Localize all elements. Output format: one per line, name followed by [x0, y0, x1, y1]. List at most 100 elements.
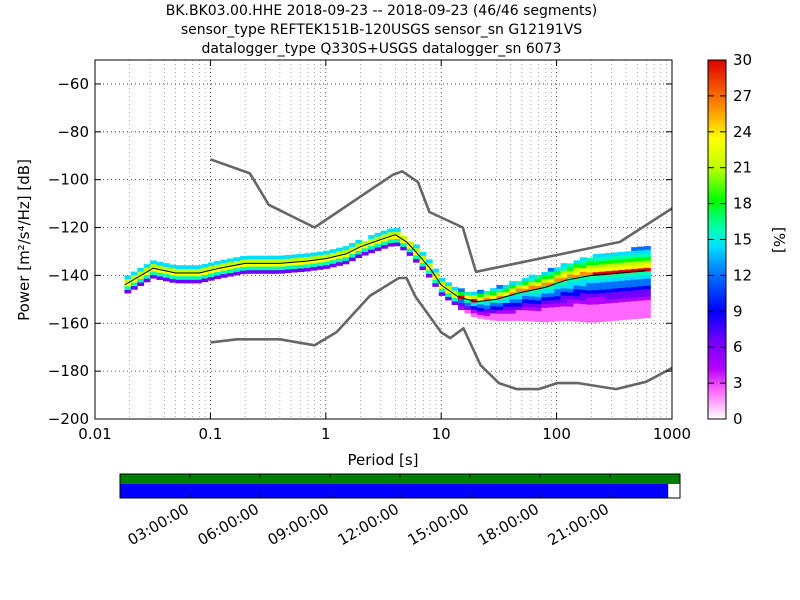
psd-cell: [406, 241, 414, 246]
psd-cell: [528, 306, 536, 311]
psd-cell: [547, 289, 555, 294]
psd-cell: [246, 255, 254, 260]
psd-cell: [643, 307, 651, 311]
psd-cell: [522, 288, 529, 293]
psd-cell: [291, 265, 299, 269]
psd-cell: [201, 274, 209, 279]
psd-cell: [586, 304, 594, 309]
psd-cell: [592, 275, 600, 280]
psd-cell: [573, 317, 581, 322]
psd-cell: [631, 272, 638, 277]
psd-cell: [624, 290, 632, 295]
psd-cell: [631, 304, 638, 309]
psd-cell: [470, 302, 478, 307]
psd-cell: [445, 285, 452, 290]
psd-cell: [605, 292, 613, 297]
psd-cell: [271, 255, 279, 260]
psd-cell: [599, 271, 606, 276]
psd-cell: [220, 273, 228, 278]
psd-cell: [368, 249, 376, 254]
psd-cell: [618, 294, 626, 299]
psd-cell: [592, 272, 600, 276]
psd-cell: [509, 306, 517, 311]
psd-cell: [175, 265, 183, 270]
psd-cell: [483, 290, 491, 295]
psd-cell: [419, 266, 427, 271]
psd-cell: [246, 262, 254, 267]
psd-cell: [438, 277, 446, 282]
psd-cell: [599, 278, 606, 283]
psd-cell: [496, 292, 504, 296]
psd-cell: [599, 260, 606, 265]
psd-cell: [560, 313, 568, 318]
psd-cell: [534, 282, 542, 286]
psd-cell: [560, 288, 568, 293]
psd-cell: [316, 251, 324, 256]
psd-cell: [611, 259, 619, 264]
psd-cell: [592, 286, 600, 291]
psd-cell: [573, 278, 581, 283]
psd-cell: [483, 301, 491, 306]
timeline-label: 12:00:00: [335, 500, 402, 549]
colorbar-tick-label: 15: [733, 231, 752, 249]
psd-cell: [188, 272, 196, 277]
psd-cell: [522, 295, 529, 300]
psd-cell: [522, 299, 529, 304]
psd-cell: [393, 228, 401, 232]
psd-cell: [509, 281, 517, 286]
psd-cell: [278, 266, 286, 271]
psd-cell: [541, 289, 549, 294]
psd-cell: [567, 281, 574, 286]
psd-cell: [592, 297, 600, 301]
psd-cell: [541, 304, 549, 308]
psd-cell: [605, 317, 613, 322]
psd-cell: [233, 257, 241, 262]
psd-cell: [490, 313, 497, 318]
psd-cell: [534, 310, 542, 315]
psd-cell: [490, 295, 497, 300]
psd-cell: [413, 251, 420, 256]
psd-cell: [547, 314, 555, 319]
psd-cell: [515, 284, 523, 289]
psd-cell: [631, 279, 638, 284]
psd-cell: [522, 306, 529, 311]
psd-cell: [464, 298, 472, 303]
psd-cell: [611, 291, 619, 296]
psd-cell: [348, 243, 356, 247]
psd-cell: [483, 305, 491, 309]
psd-cell: [560, 263, 568, 267]
psd-cell: [631, 254, 638, 259]
psd-cell: [214, 275, 222, 280]
psd-cell: [624, 254, 632, 259]
psd-cell: [143, 264, 151, 268]
psd-cell: [304, 264, 311, 268]
psd-cell: [592, 279, 600, 283]
psd-cell: [611, 263, 619, 267]
timeline-label: 06:00:00: [195, 500, 262, 549]
psd-cell: [214, 260, 222, 265]
psd-cell: [143, 278, 151, 283]
psd-cell: [541, 314, 549, 319]
psd-cell: [637, 296, 645, 301]
psd-cell: [137, 282, 145, 287]
psd-cell: [528, 292, 536, 297]
psd-cell: [547, 292, 555, 297]
psd-cell: [624, 280, 632, 284]
psd-cell: [233, 271, 241, 276]
psd-cell: [483, 312, 491, 317]
psd-cell: [361, 248, 369, 252]
y-tick-label: −140: [48, 266, 89, 284]
psd-cell: [618, 251, 626, 256]
psd-cell: [522, 302, 529, 307]
psd-cell: [579, 268, 587, 272]
psd-cell: [150, 260, 157, 265]
psd-cell: [425, 266, 433, 271]
psd-cell: [522, 317, 529, 322]
psd-cell: [227, 258, 234, 263]
psd-cell: [291, 268, 299, 273]
psd-cell: [284, 262, 292, 266]
psd-cell: [624, 297, 632, 302]
psd-cell: [541, 307, 549, 312]
psd-cell: [297, 253, 305, 258]
